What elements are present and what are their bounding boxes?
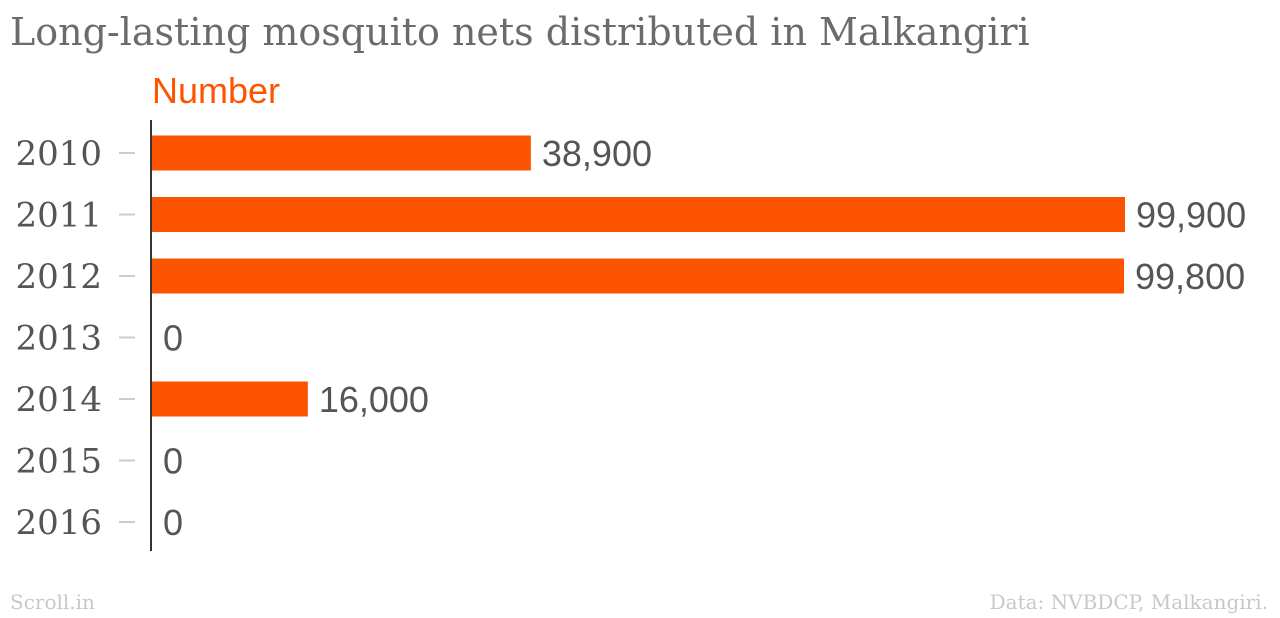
value-label: 0 bbox=[163, 318, 183, 359]
category-label: 2010 bbox=[15, 134, 102, 174]
footer-credit: Scroll.in bbox=[10, 590, 95, 614]
value-label: 38,900 bbox=[542, 133, 652, 174]
bar bbox=[152, 135, 531, 171]
bar bbox=[152, 258, 1125, 294]
series-name-label: Number bbox=[152, 70, 281, 111]
footer-source: Data: NVBDCP, Malkangiri. bbox=[989, 590, 1268, 614]
category-label: 2013 bbox=[15, 319, 102, 359]
category-label: 2011 bbox=[15, 196, 102, 236]
category-label: 2016 bbox=[15, 503, 102, 543]
value-label: 0 bbox=[163, 441, 183, 482]
value-label: 99,900 bbox=[1136, 195, 1246, 236]
category-label: 2012 bbox=[15, 257, 102, 297]
value-label: 16,000 bbox=[319, 379, 429, 420]
bar bbox=[152, 381, 308, 417]
value-label: 99,800 bbox=[1135, 256, 1245, 297]
chart-title: Long-lasting mosquito nets distributed i… bbox=[10, 10, 1030, 54]
category-label: 2014 bbox=[15, 380, 102, 420]
value-label: 0 bbox=[163, 502, 183, 543]
bar bbox=[152, 197, 1125, 232]
category-label: 2015 bbox=[15, 442, 102, 482]
